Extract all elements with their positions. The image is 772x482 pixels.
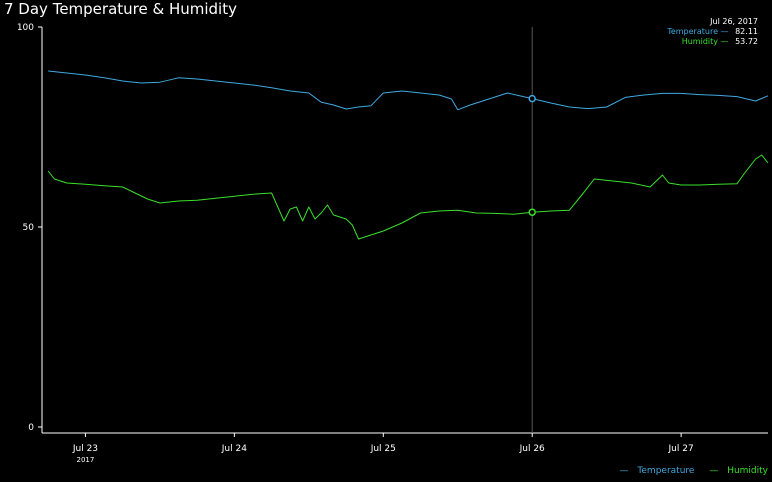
cursor-marker-temperature <box>528 94 536 103</box>
tooltip-value: 53.72 <box>735 37 758 46</box>
legend-mark: — <box>619 466 629 476</box>
chart-title: 7 Day Temperature & Humidity <box>4 0 237 18</box>
x-tick-label: Jul 24 <box>221 444 247 454</box>
tooltip-value: 82.11 <box>735 27 758 36</box>
x-tick-label: Jul 27 <box>668 444 694 454</box>
x-tick-label: Jul 23 <box>72 444 98 454</box>
legend-label: Humidity <box>727 466 768 476</box>
tooltip-date: Jul 26, 2017 <box>710 17 758 26</box>
legend-item-temperature[interactable]: — Temperature <box>614 466 698 476</box>
x-tick-label: Jul 25 <box>370 444 396 454</box>
y-tick-label: 0 <box>28 423 34 433</box>
series-line-humidity <box>47 154 769 240</box>
legend-mark: — <box>709 466 719 476</box>
legend-label: Temperature <box>637 466 695 476</box>
chart-legend: — Temperature — Humidity <box>608 466 768 476</box>
tooltip-row-temperature: Temperature — 82.11 <box>667 27 758 36</box>
tooltip-series-name: Humidity <box>681 37 718 46</box>
tooltip-dash: — <box>720 37 729 46</box>
y-tick-label: 50 <box>23 223 35 233</box>
tooltip-dash: — <box>720 27 729 36</box>
series-line-temperature <box>48 70 769 111</box>
chart-series <box>47 70 769 240</box>
legend-item-humidity[interactable]: — Humidity <box>703 466 768 476</box>
y-tick-label: 100 <box>17 23 34 33</box>
cursor-marker-humidity <box>528 208 536 216</box>
chart-axes: 0 50 100 Jul 23 2017 Jul 24 Jul 25 Jul 26 Jul 27 <box>17 23 768 464</box>
x-tick-label: Jul 26 <box>519 444 545 454</box>
tooltip-series-name: Temperature <box>667 27 718 36</box>
x-tick-sublabel: 2017 <box>77 456 95 464</box>
tooltip-row-humidity: Humidity — 53.72 <box>682 37 758 46</box>
cursor-markers <box>528 94 536 216</box>
